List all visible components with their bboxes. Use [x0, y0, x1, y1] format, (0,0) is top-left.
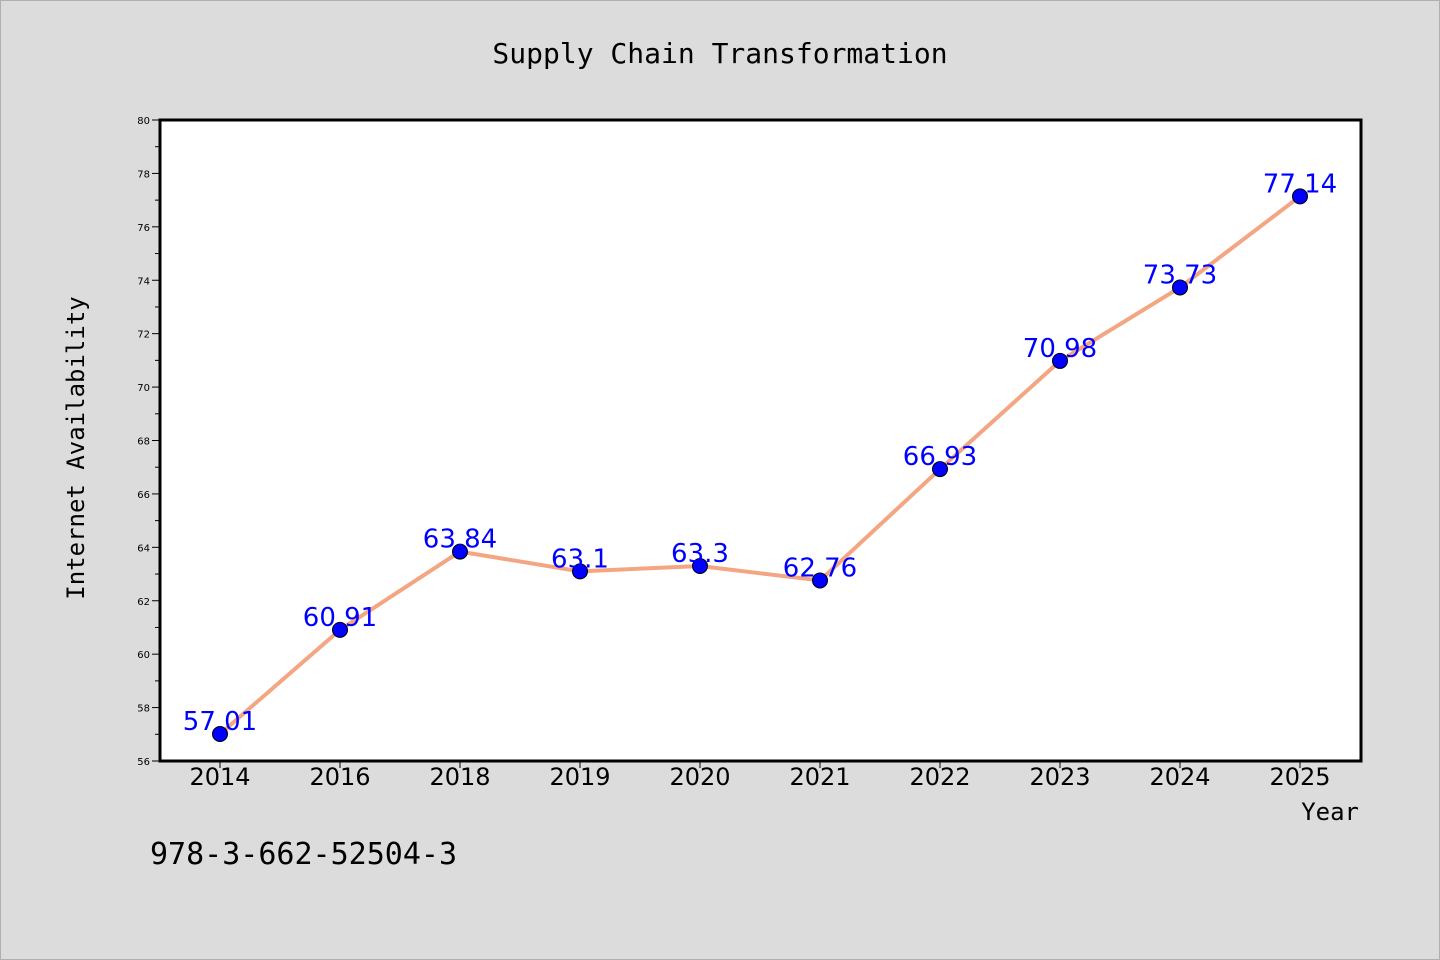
- x-axis: 2014 2016 2018 2019 2020 2021 2022 2023 2024 2025: [189, 761, 1331, 791]
- y-tick-label-68: 68: [137, 437, 150, 448]
- plot-area: [158, 118, 1363, 763]
- data-label-2023: 70.98: [1023, 334, 1097, 364]
- y-tick-label-58: 58: [137, 704, 150, 715]
- data-label-2021: 62.76: [783, 553, 857, 583]
- data-point-2020: [692, 558, 708, 575]
- footnote-isbn: 978-3-662-52504-3: [150, 837, 457, 872]
- data-label-2022: 66.93: [903, 442, 977, 472]
- data-label-2020: 63.3: [671, 539, 729, 569]
- x-tick-label-2022: 2022: [909, 763, 970, 791]
- chart-title: Supply Chain Transformation: [492, 37, 947, 70]
- y-tick-label-62: 62: [137, 597, 150, 608]
- data-point-2014: [212, 726, 228, 743]
- y-axis: 56 58 60 62 64 66 68 70 72 74 76 78 80: [137, 116, 160, 768]
- data-point-2025: [1292, 188, 1308, 205]
- x-tick-label-2016: 2016: [309, 763, 370, 791]
- data-point-2023: [1052, 352, 1068, 369]
- y-tick-label-60: 60: [137, 650, 150, 661]
- data-point-2024: [1172, 279, 1188, 296]
- x-axis-label: Year: [1301, 798, 1359, 826]
- data-point-2021: [812, 572, 828, 589]
- y-tick-label-74: 74: [137, 276, 150, 287]
- x-tick-label-2021: 2021: [789, 763, 850, 791]
- y-tick-label-76: 76: [137, 223, 150, 234]
- x-tick-label-2020: 2020: [669, 763, 730, 791]
- data-point-2018: [452, 543, 468, 560]
- x-tick-label-2014: 2014: [189, 763, 250, 791]
- data-label-2018: 63.84: [423, 525, 497, 555]
- data-point-2016: [332, 621, 348, 638]
- data-label-2024: 73.73: [1143, 260, 1217, 290]
- y-tick-label-78: 78: [137, 169, 150, 180]
- y-tick-label-56: 56: [137, 757, 150, 768]
- series-line: [218, 194, 1302, 737]
- y-tick-label-66: 66: [137, 490, 150, 501]
- x-tick-label-2019: 2019: [549, 763, 610, 791]
- data-label-2025: 77.14: [1263, 169, 1337, 199]
- data-point-2022: [932, 461, 948, 478]
- y-tick-label-72: 72: [137, 330, 150, 341]
- y-tick-label-80: 80: [137, 116, 150, 127]
- y-tick-label-70: 70: [137, 383, 150, 394]
- data-label-2019: 63.1: [551, 544, 609, 574]
- data-label-2016: 60.91: [303, 603, 377, 633]
- series-line-group: [218, 194, 1302, 737]
- markers-group: [212, 188, 1308, 743]
- x-tick-label-2023: 2023: [1029, 763, 1090, 791]
- y-axis-label: Internet Availability: [62, 296, 90, 599]
- x-tick-label-2024: 2024: [1149, 763, 1210, 791]
- y-tick-label-64: 64: [137, 543, 150, 554]
- data-labels-group: 57.01 60.91 63.84 63.1 63.3 62.76 66.93 70.98 73…: [183, 169, 1337, 737]
- x-tick-label-2025: 2025: [1269, 763, 1330, 791]
- data-label-2014: 57.01: [183, 707, 257, 737]
- data-point-2019: [572, 563, 588, 580]
- x-tick-label-2018: 2018: [429, 763, 490, 791]
